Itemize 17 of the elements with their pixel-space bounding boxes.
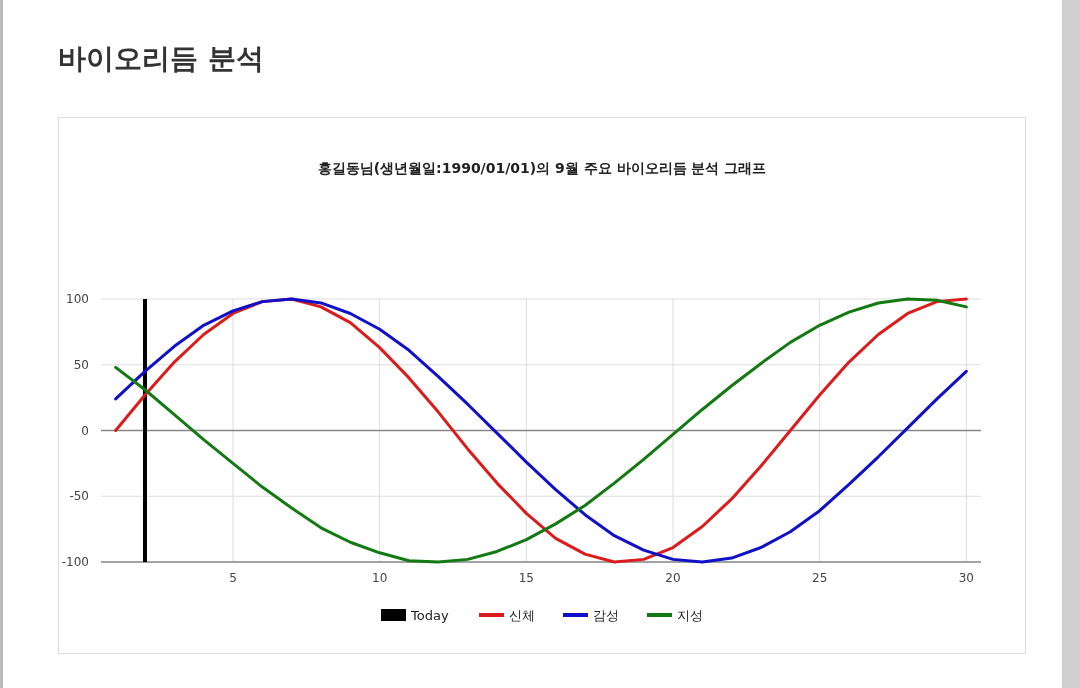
legend-label: 신체 [509, 608, 535, 623]
y-tick-label: 100 [66, 292, 89, 306]
legend-label: Today [410, 608, 449, 623]
y-tick-label: -50 [69, 489, 89, 504]
x-tick-label: 25 [812, 571, 828, 585]
chart-title: 바이오리듬 분석 [58, 41, 264, 77]
legend-label: 지성 [677, 608, 703, 623]
legend-label: 감성 [593, 608, 619, 623]
x-tick-label: 5 [229, 571, 237, 585]
x-tick-label: 10 [372, 571, 388, 585]
y-tick-label: 0 [81, 423, 89, 438]
x-tick-label: 15 [518, 571, 534, 585]
x-tick-label: 20 [665, 571, 681, 585]
chart-subtitle: 홍길동님(생년월일:1990/01/01)의 9월 주요 바이오리듬 분석 그래프 [317, 160, 767, 176]
y-tick-label: -100 [61, 555, 89, 569]
y-tick-label: 50 [73, 357, 89, 372]
x-tick-label: 30 [958, 571, 974, 585]
